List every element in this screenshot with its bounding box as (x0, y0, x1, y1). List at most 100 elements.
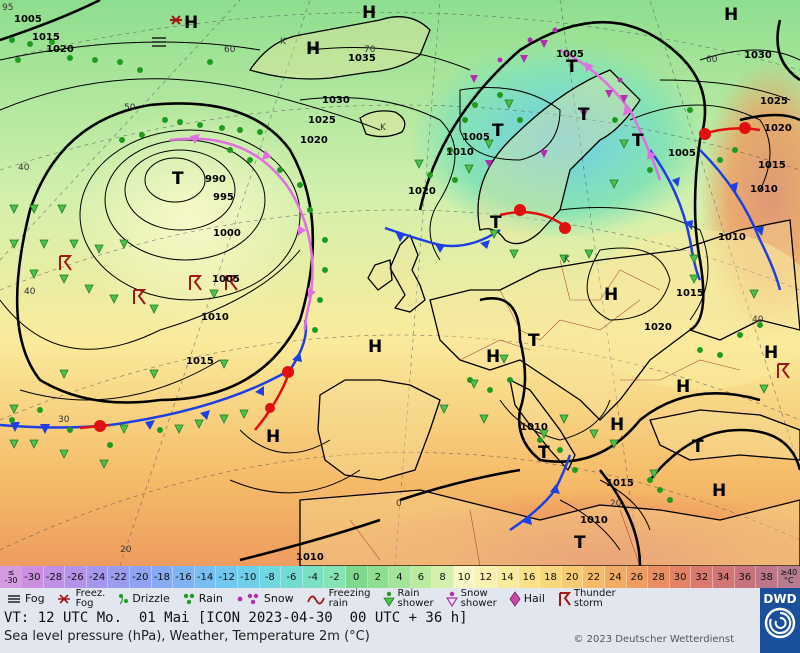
isobar-label: 1015 (606, 478, 634, 489)
colorbar-step: -24 (86, 566, 109, 588)
legend-label: Rain shower (397, 588, 434, 609)
scandinavia-cold-area (410, 40, 710, 240)
colorbar-step: 2 (367, 566, 390, 588)
uk-coast (389, 234, 426, 313)
colorbar-step: 0 (345, 566, 368, 588)
warm-front-bumps (94, 122, 751, 432)
rain-shower-icon (382, 591, 395, 607)
colorbar-step: -10 (237, 566, 260, 588)
isobar-label: 1010 (580, 515, 608, 526)
isobar-label: 990 (205, 174, 226, 185)
thunderstorm-icon (558, 592, 571, 606)
map-footer: VT: 12 UTC Mo. 01 Mai [ICON 2023-04-30 0… (0, 610, 760, 653)
rain-shower-symbols (9, 99, 769, 479)
high-center: H (368, 337, 382, 357)
legend-item-thunderstorm: Thunder storm (557, 589, 616, 609)
low-center: T (490, 213, 502, 233)
grid-label: 60 (706, 55, 718, 65)
pressure-labels: 995 990 1000 1005 1010 1015 1020 1025 10… (14, 14, 792, 563)
isobar-label: 1015 (186, 356, 214, 367)
high-center: H (610, 415, 624, 435)
grid-label: K (564, 255, 571, 265)
russia-warm-area (580, 230, 800, 390)
colorbar-low-end: ≤ -30 (0, 566, 22, 588)
high-center: H (676, 377, 690, 397)
grid-label: 20 (610, 499, 622, 509)
colorbar-step: 12 (475, 566, 498, 588)
colorbar-step: 10 (453, 566, 476, 588)
iceland-coast (359, 110, 406, 138)
colorbar-step: -30 (22, 566, 44, 588)
isobar-label: 1015 (32, 32, 60, 43)
isobar-label: 995 (213, 192, 234, 203)
legend-item-freezing-rain: Freezing rain (306, 589, 371, 609)
scandinavia-coast (477, 69, 641, 245)
iberia-coast (317, 379, 441, 481)
colorbar-step: -6 (281, 566, 303, 588)
isobar-label: 1010 (750, 184, 778, 195)
snow-symbols (470, 27, 628, 168)
high-center: H (306, 39, 320, 59)
colorbar-step: -28 (43, 566, 66, 588)
atlantic-low-warm-core (70, 110, 310, 330)
fog-icon (8, 595, 20, 603)
drizzle-icon (119, 594, 129, 605)
colorbar-step: 24 (605, 566, 627, 588)
grid-label: 0 (396, 499, 402, 509)
colorbar-step: -4 (302, 566, 325, 588)
dwd-logo[interactable]: DWD (760, 588, 800, 653)
colorbar-step: 18 (540, 566, 562, 588)
low-center: T (632, 131, 644, 151)
isobar-label: 1000 (213, 228, 241, 239)
legend-label: Hail (523, 592, 545, 605)
grid-label: 70 (364, 45, 376, 55)
freezing-rain-icon (306, 595, 325, 605)
low-center: T (492, 121, 504, 141)
legend-item-rain-shower: Rain shower (382, 588, 434, 609)
isobar-label: 1030 (744, 50, 772, 61)
legend-label: Freezing rain (328, 588, 371, 609)
grid-label: 40 (752, 315, 764, 325)
turkey-coast (649, 409, 800, 461)
colorbar-step: -22 (108, 566, 130, 588)
colorbar-step: -26 (65, 566, 87, 588)
high-center: H (362, 3, 376, 23)
dwd-logo-text: DWD (763, 592, 797, 606)
low-center: T (566, 57, 578, 77)
low-center: T (692, 437, 704, 457)
legend-item-rain: Rain (182, 592, 223, 606)
copyright-notice: © 2023 Deutscher Wetterdienst (573, 634, 734, 645)
cold-front-teeth (10, 177, 764, 525)
colorbar-step: -2 (324, 566, 346, 588)
colorbar-step: -18 (151, 566, 174, 588)
colorbar-step: -8 (259, 566, 282, 588)
isobar-label: 1035 (348, 53, 376, 64)
temperature-colorbar: ≤ -30 -30 -28 -26 -24 -22 -20 -18 -16 -1… (0, 566, 800, 588)
colorbar-step: 8 (432, 566, 454, 588)
grid-labels: 95 60 50 40 30 20 0 20 40 60 70 40 50 60… (2, 3, 764, 555)
high-center: H (712, 481, 726, 501)
isobar-label: 1020 (300, 135, 328, 146)
high-center: H (724, 5, 738, 25)
weather-symbol-legend: Fog Freez. Fog Drizzle Rain Snow Freezin… (0, 588, 760, 610)
isobar-label: 1025 (760, 96, 788, 107)
isobar-label: 1010 (520, 422, 548, 433)
isobar-label: 1005 (668, 148, 696, 159)
freezing-fog-icon (57, 594, 70, 604)
legend-item-snow: Snow (235, 592, 294, 606)
isobar-label: 1030 (322, 95, 350, 106)
colorbar-step: 28 (648, 566, 670, 588)
freezing-fog-symbol (170, 15, 182, 25)
colorbar-step: 32 (691, 566, 713, 588)
occluded-fronts (169, 48, 662, 331)
colorbar-step: 20 (561, 566, 584, 588)
isobar-label: 1020 (644, 322, 672, 333)
occlusion-symbols (190, 62, 656, 298)
grid-label: 40 (18, 163, 30, 173)
low-center: T (528, 331, 540, 351)
colorbar-step: 34 (713, 566, 735, 588)
graticule (0, 0, 800, 566)
low-center: T (538, 443, 550, 463)
map-description: Sea level pressure (hPa), Weather, Tempe… (4, 629, 370, 644)
